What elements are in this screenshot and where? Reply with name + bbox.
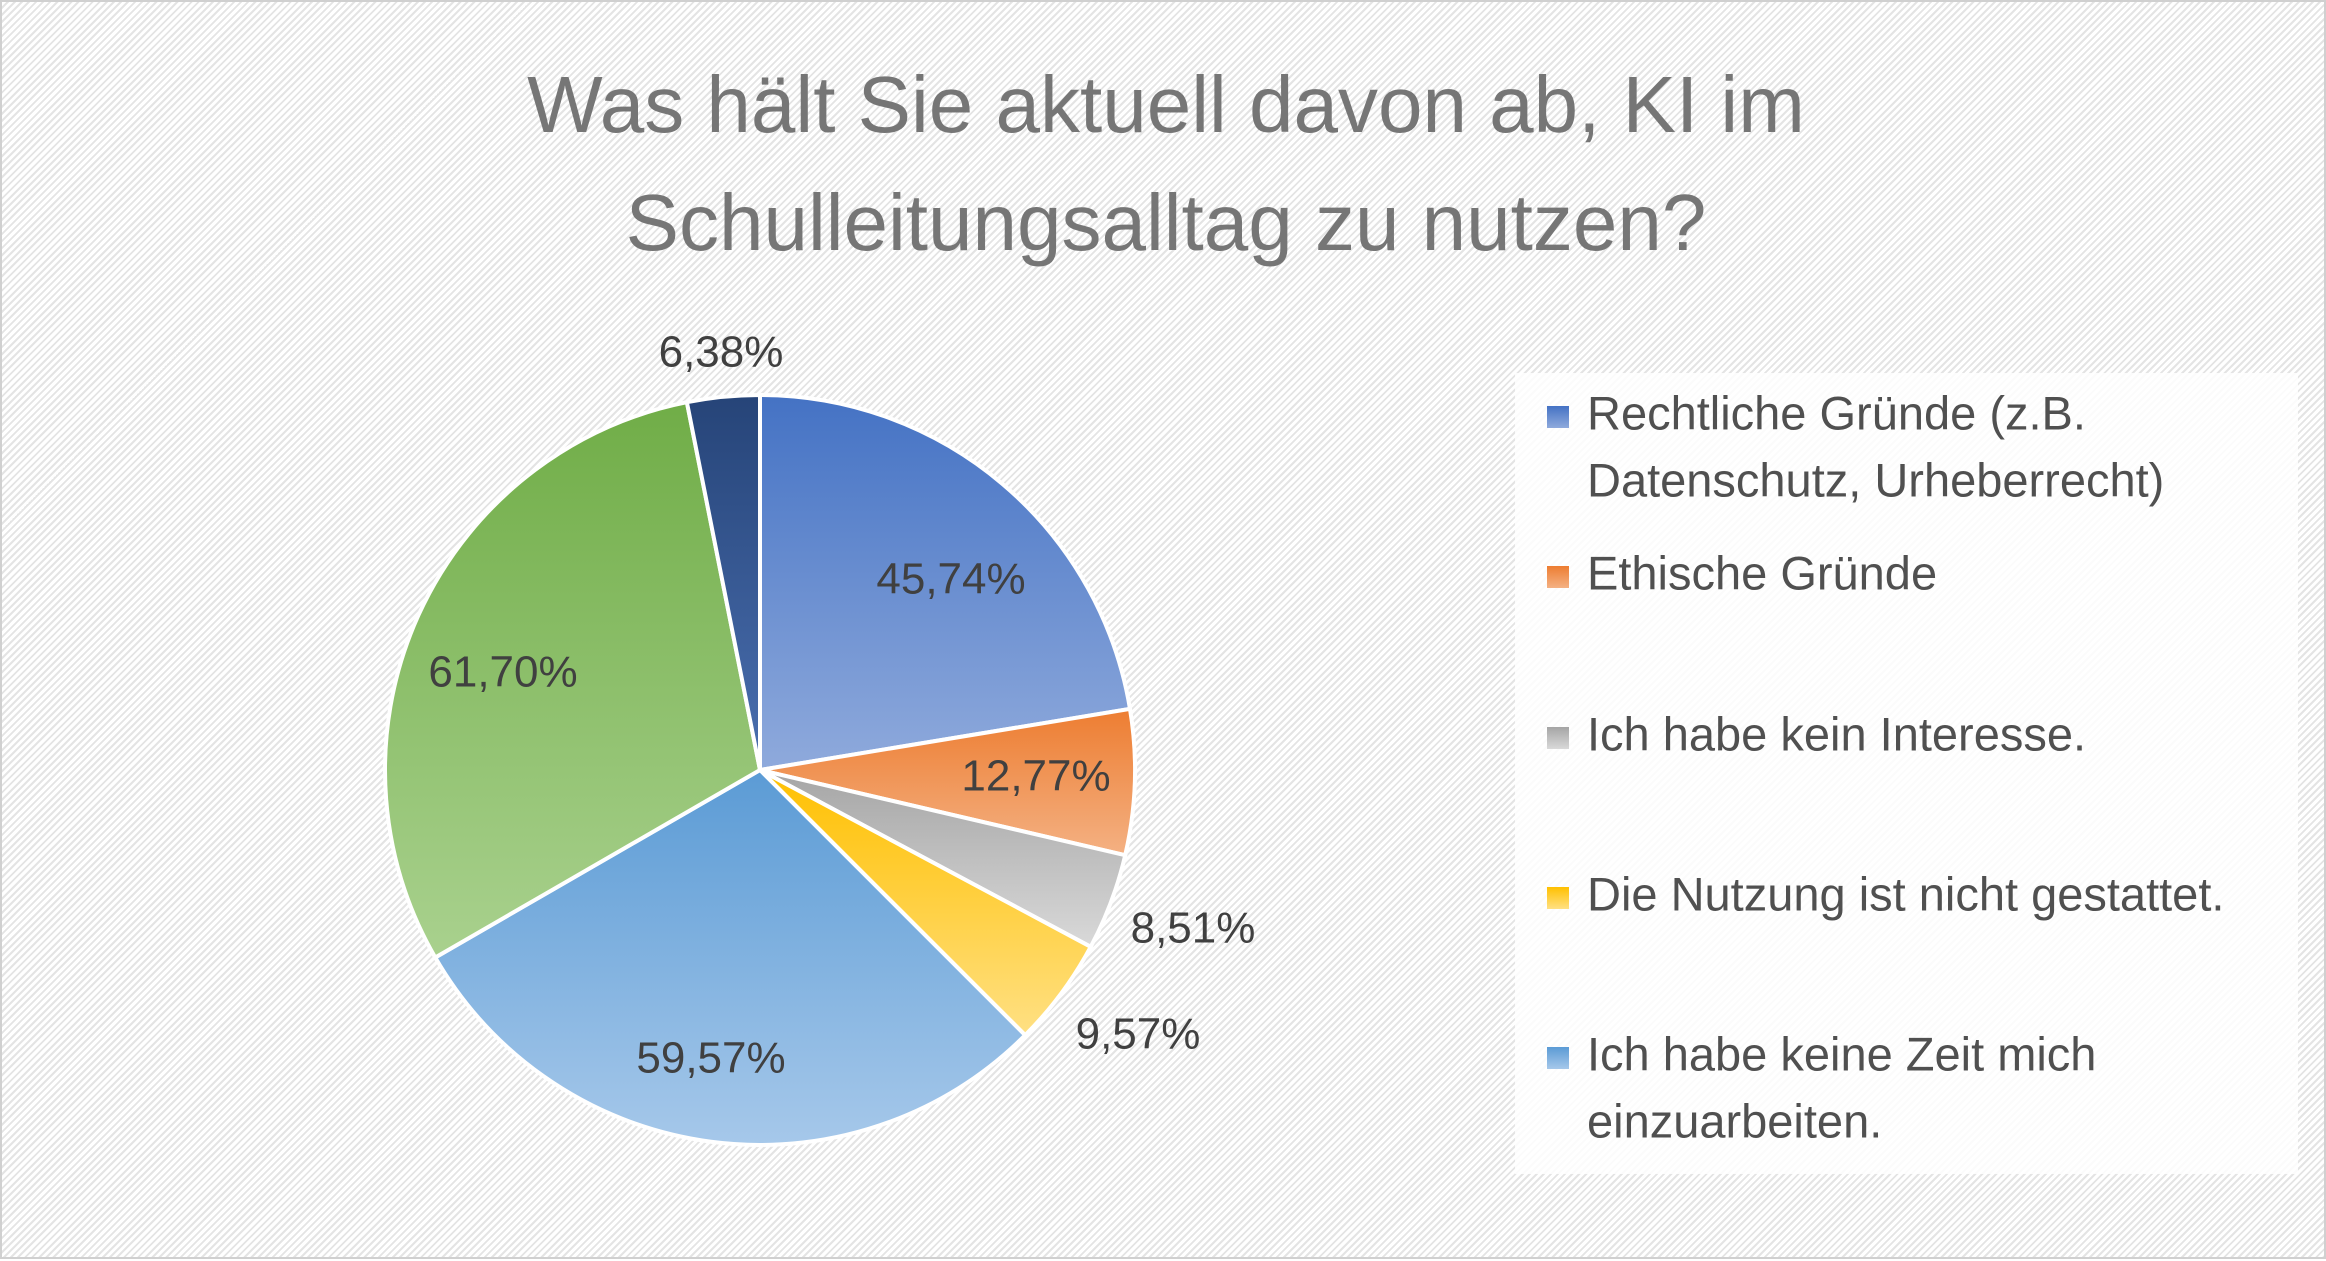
pie-slice-2 (759, 706, 1137, 858)
legend-swatch (1547, 566, 1569, 588)
legend-item-2: Ethische Gründe (1547, 546, 1937, 599)
legend-swatch (1547, 406, 1569, 428)
pie-slice-7 (684, 392, 762, 771)
chart-title-line-2: Schulleitungsalltag zu nutzen? (626, 178, 1707, 267)
legend-label: Ich habe keine Zeit mich (1587, 1027, 2096, 1080)
legend-label: Datenschutz, Urheberrecht) (1587, 453, 2164, 506)
legend-label: Rechtliche Gründe (z.B. (1587, 386, 2086, 439)
legend-swatch (1547, 887, 1569, 909)
legend-swatch (1547, 1047, 1569, 1069)
legend-label: Die Nutzung ist nicht gestattet. (1587, 867, 2224, 920)
data-label-5: 59,57% (636, 1034, 785, 1083)
legend-label: Ethische Gründe (1587, 546, 1937, 599)
chart-title-line-1: Was hält Sie aktuell davon ab, KI im (527, 60, 1805, 149)
data-label-2: 12,77% (961, 752, 1110, 801)
data-label-3: 8,51% (1131, 904, 1256, 953)
legend-item-4: Die Nutzung ist nicht gestattet. (1547, 867, 2224, 920)
data-label-7: 6,38% (659, 328, 784, 377)
data-label-4: 9,57% (1076, 1010, 1201, 1059)
data-label-6: 61,70% (428, 648, 577, 697)
legend-label: einzuarbeiten. (1587, 1094, 1882, 1147)
legend-item-1: Rechtliche Gründe (z.B. Datenschutz, Urhe… (1547, 386, 2164, 506)
legend-item-5: Ich habe keine Zeit mich einzuarbeiten. (1547, 1027, 2096, 1147)
pie-slice-1 (758, 392, 1133, 773)
legend-box (1515, 373, 2298, 1174)
legend-swatch (1547, 727, 1569, 749)
legend-item-3: Ich habe kein Interesse. (1547, 707, 2086, 760)
pie-slice-5 (432, 767, 1028, 1147)
legend-label: Ich habe kein Interesse. (1587, 707, 2086, 760)
pie-slice-6 (383, 399, 763, 961)
data-label-1: 45,74% (876, 555, 1025, 604)
